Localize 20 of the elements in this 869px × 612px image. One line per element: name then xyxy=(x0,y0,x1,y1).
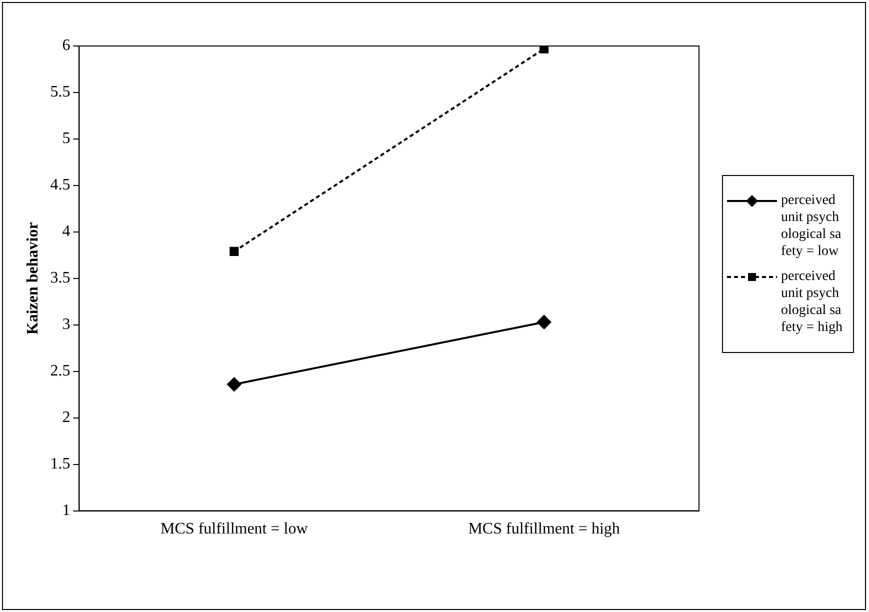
x-tick-label: MCS fulfillment = high xyxy=(468,520,620,538)
y-tick-label: 3.5 xyxy=(50,270,70,287)
y-tick-label: 1.5 xyxy=(50,456,70,473)
y-tick-label: 4 xyxy=(62,223,70,240)
y-tick-label: 1 xyxy=(62,502,70,520)
point xyxy=(537,315,552,330)
y-tick-label: 3 xyxy=(62,316,70,334)
point xyxy=(540,46,549,54)
y-tick-label: 6 xyxy=(62,37,70,54)
y-tick-label: 5.5 xyxy=(50,84,70,101)
y-axis-title: Kaizen behavior xyxy=(24,222,42,335)
point xyxy=(227,377,242,392)
y-tick-label: 4.5 xyxy=(50,176,70,194)
x-tick-label: MCS fulfillment = low xyxy=(160,520,308,538)
legend-label: perceived unit psychological safety = low xyxy=(781,192,842,260)
point xyxy=(230,246,239,256)
y-tick-label: 2.5 xyxy=(50,362,70,380)
legend-label: perceived unit psychological safety = high xyxy=(781,268,843,336)
y-tick-label: 5 xyxy=(62,130,70,148)
y-tick-label: 2 xyxy=(62,409,70,426)
